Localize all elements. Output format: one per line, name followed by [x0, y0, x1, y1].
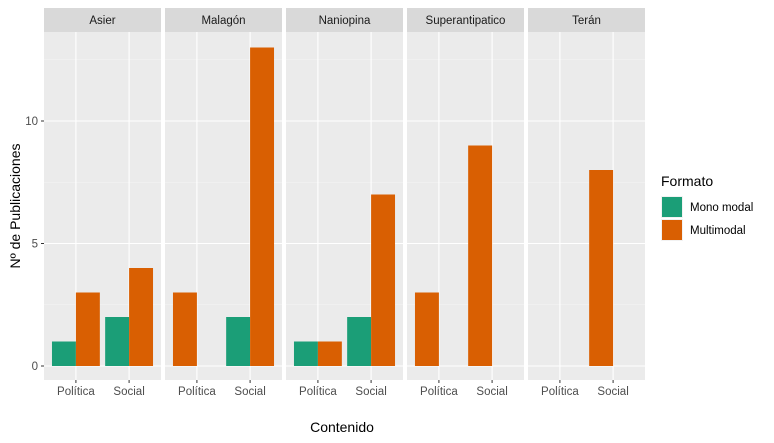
x-tick-label: Política [541, 386, 579, 398]
panel-background [528, 32, 645, 380]
y-tick-label: 5 [32, 239, 38, 251]
legend-label: Mono modal [690, 202, 753, 214]
facet-panels: Asier Política Social Malagón Política Social… [44, 8, 645, 398]
x-tick-label: Social [234, 386, 265, 398]
legend-label: Multimodal [690, 225, 746, 237]
bar-mono-modal [51, 341, 76, 366]
bar-mono-modal [347, 317, 372, 366]
facet-strip-label: Terán [572, 15, 601, 27]
bar-multimodal [371, 194, 396, 366]
bar-mono-modal [226, 317, 251, 366]
x-tick-label: Social [113, 386, 144, 398]
x-tick-label: Social [476, 386, 507, 398]
bar-multimodal [172, 292, 197, 366]
facet-strip-label: Naniopina [319, 15, 371, 27]
facet-asier: Asier Política Social [44, 8, 161, 398]
x-tick-label: Social [355, 386, 386, 398]
y-tick-label: 10 [25, 116, 38, 128]
bar-multimodal [414, 292, 439, 366]
bar-multimodal [589, 170, 614, 366]
facet-strip-label: Asier [89, 15, 115, 27]
facet-naniopina: Naniopina Política Social [286, 8, 403, 398]
bar-mono-modal [293, 341, 318, 366]
facet-strip [286, 8, 403, 32]
facet-strip-label: Superantipatico [426, 15, 506, 27]
facet-malagón: Malagón Política Social [165, 8, 282, 398]
y-axis: 0 5 10 [25, 116, 44, 373]
legend: Formato Mono modal Multimodal [661, 173, 753, 241]
facet-strip [528, 8, 645, 32]
facet-strip [165, 8, 282, 32]
x-axis-title: Contenido [310, 419, 374, 435]
bar-multimodal [250, 47, 275, 366]
legend-swatch [662, 197, 682, 217]
legend-title: Formato [661, 173, 713, 189]
x-tick-label: Social [597, 386, 628, 398]
facet-strip-label: Malagón [201, 15, 245, 27]
y-axis-title: Nº de Publicaciones [7, 144, 23, 269]
bar-multimodal [468, 145, 493, 366]
y-tick-label: 0 [32, 361, 38, 373]
legend-swatch [662, 220, 682, 240]
x-tick-label: Política [57, 386, 95, 398]
facet-strip [407, 8, 524, 32]
bar-mono-modal [105, 317, 130, 366]
bar-multimodal [129, 268, 154, 366]
x-tick-label: Política [178, 386, 216, 398]
x-tick-label: Política [420, 386, 458, 398]
facet-strip [44, 8, 161, 32]
bar-multimodal [317, 341, 342, 366]
facet-terán: Terán Política Social [528, 8, 645, 398]
x-tick-label: Política [299, 386, 337, 398]
bar-multimodal [75, 292, 100, 366]
facet-superantipatico: Superantipatico Política Social [407, 8, 524, 398]
